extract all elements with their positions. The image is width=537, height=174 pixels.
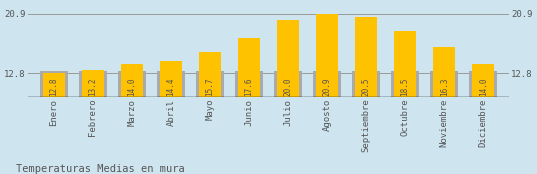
Text: 14.4: 14.4	[166, 78, 176, 96]
Text: Temperaturas Medias en mura: Temperaturas Medias en mura	[16, 164, 185, 174]
Text: 15.7: 15.7	[206, 78, 214, 96]
Bar	[355, 17, 377, 97]
Text: 14.0: 14.0	[478, 78, 488, 96]
Text: 17.6: 17.6	[244, 78, 253, 96]
Text: 16.3: 16.3	[440, 78, 448, 96]
Text: 13.2: 13.2	[89, 78, 97, 96]
Bar	[274, 71, 302, 97]
Text: 18.5: 18.5	[401, 78, 410, 96]
Bar	[40, 71, 68, 97]
Text: 20.5: 20.5	[361, 78, 371, 96]
Bar	[79, 71, 107, 97]
Text: 20.0: 20.0	[284, 78, 293, 96]
Bar	[352, 71, 380, 97]
Bar	[43, 73, 64, 97]
Bar	[118, 71, 146, 97]
Bar	[235, 71, 263, 97]
Bar	[316, 14, 338, 97]
Bar	[196, 71, 224, 97]
Bar	[199, 52, 221, 97]
Bar	[121, 64, 143, 97]
Bar	[160, 61, 182, 97]
Text: 20.9: 20.9	[323, 78, 331, 96]
Bar	[394, 31, 416, 97]
Text: 12.8: 12.8	[49, 78, 59, 96]
Text: 14.0: 14.0	[127, 78, 136, 96]
Bar	[277, 20, 299, 97]
Bar	[82, 70, 104, 97]
Bar	[238, 38, 260, 97]
Bar	[430, 71, 458, 97]
Bar	[469, 71, 497, 97]
Bar	[313, 71, 341, 97]
Bar	[391, 71, 419, 97]
Bar	[433, 48, 455, 97]
Bar	[157, 71, 185, 97]
Bar	[473, 64, 494, 97]
